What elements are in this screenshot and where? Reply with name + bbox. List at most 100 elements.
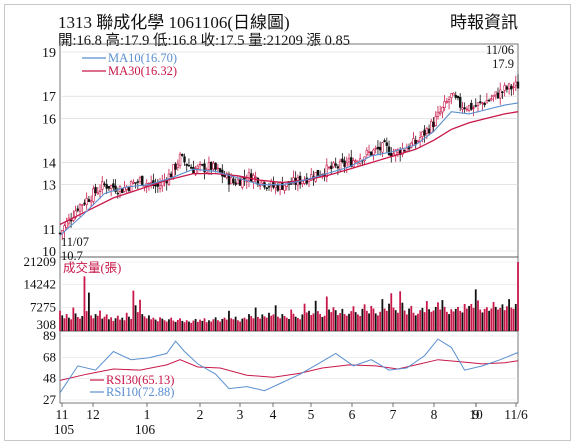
volume-bar xyxy=(341,308,344,331)
volume-bar xyxy=(214,317,217,331)
volume-bar xyxy=(114,318,117,331)
candle-body xyxy=(503,85,506,91)
volume-bar xyxy=(248,314,250,331)
candle-body xyxy=(261,180,264,184)
candle-body xyxy=(141,175,144,187)
candle-body xyxy=(332,162,335,168)
candle-body xyxy=(450,93,453,99)
candle-body xyxy=(176,163,180,168)
volume-bar xyxy=(241,318,244,331)
volume-bar xyxy=(328,309,330,331)
volume-bar xyxy=(92,318,95,331)
volume-bar xyxy=(477,300,479,331)
candle-body xyxy=(92,188,95,202)
rsi-line-0 xyxy=(59,359,519,381)
volume-bar xyxy=(132,290,135,331)
candle-body xyxy=(114,185,117,192)
candle-body xyxy=(69,219,73,222)
candle-body xyxy=(365,150,369,156)
volume-tick-label: 14242 xyxy=(24,277,57,292)
x-tick-label: 11/6 xyxy=(504,407,528,422)
volume-bar xyxy=(225,319,228,331)
volume-bar xyxy=(310,315,313,331)
candle-body xyxy=(183,156,186,163)
candle-body xyxy=(470,102,473,110)
volume-bar xyxy=(294,316,297,331)
candle-body xyxy=(490,98,493,101)
candle-body xyxy=(481,102,484,104)
volume-bar xyxy=(216,320,219,331)
chart-frame xyxy=(4,4,571,441)
annotation-high-value: 17.9 xyxy=(492,57,514,71)
volume-bar xyxy=(330,312,333,331)
volume-bar xyxy=(425,301,428,331)
volume-bar xyxy=(79,318,81,331)
volume-bar xyxy=(497,309,499,331)
candle-body xyxy=(290,183,293,185)
volume-bar xyxy=(179,318,181,331)
candle-body xyxy=(499,89,502,99)
candle-body xyxy=(496,92,500,99)
candle-body xyxy=(138,177,142,182)
candle-body xyxy=(214,162,217,170)
candle-body xyxy=(109,185,113,189)
volume-bar xyxy=(368,313,370,331)
annotation-end-date: 11/06 xyxy=(486,43,514,57)
volume-bar xyxy=(383,308,386,331)
volume-bar xyxy=(263,316,266,331)
volume-bar xyxy=(372,308,375,331)
candle-body xyxy=(432,121,435,128)
x-tick-label: 3 xyxy=(237,407,244,422)
candle-body xyxy=(241,177,244,188)
volume-bar xyxy=(501,304,504,331)
volume-bar xyxy=(354,312,357,331)
candle-body xyxy=(383,140,386,143)
candle-body xyxy=(234,182,237,185)
candle-body xyxy=(421,131,424,138)
candle-body xyxy=(238,179,242,186)
volume-bar xyxy=(148,315,150,331)
volume-bar xyxy=(432,310,435,331)
volume-bar xyxy=(94,314,97,331)
volume-bar xyxy=(517,262,519,331)
candle-body xyxy=(385,142,389,146)
volume-tick-label: 7275 xyxy=(30,299,56,314)
price-tick-label: 11 xyxy=(43,223,56,238)
candle-body xyxy=(192,167,195,174)
volume-bar xyxy=(174,321,177,331)
x-year-label: 105 xyxy=(54,422,75,437)
volume-bar xyxy=(359,316,362,331)
legend-label-0: MA10(16.70) xyxy=(108,51,177,65)
candle-body xyxy=(334,163,337,166)
volume-bar xyxy=(414,315,417,331)
volume-bar xyxy=(490,308,493,331)
volume-bar xyxy=(128,316,130,331)
volume-bar xyxy=(119,319,121,331)
volume-bar xyxy=(452,311,455,331)
volume-bar xyxy=(325,296,328,331)
candle-body xyxy=(412,138,415,146)
candle-body xyxy=(327,166,331,169)
annotation-low-value: 10.7 xyxy=(61,249,83,263)
volume-bar xyxy=(145,318,148,331)
volume-bar xyxy=(108,319,110,331)
annotation-start-date: 11/07 xyxy=(61,235,89,249)
volume-bar xyxy=(283,316,286,331)
rsi-tick-label: 68 xyxy=(43,350,56,365)
candle-body xyxy=(372,149,375,155)
candle-body xyxy=(474,105,477,107)
candle-body xyxy=(201,164,204,166)
candle-body xyxy=(494,91,497,96)
volume-bar xyxy=(296,317,299,331)
rsi-tick-label: 48 xyxy=(43,370,56,385)
volume-bar xyxy=(292,313,295,331)
volume-bar xyxy=(59,310,61,331)
volume-bar xyxy=(474,289,477,331)
volume-bar xyxy=(163,320,166,331)
candle-body xyxy=(456,95,460,99)
volume-bar xyxy=(268,312,270,331)
volume-bar xyxy=(312,313,315,331)
volume-bar xyxy=(365,310,368,331)
volume-bar xyxy=(110,317,113,331)
volume-bar xyxy=(232,319,235,331)
